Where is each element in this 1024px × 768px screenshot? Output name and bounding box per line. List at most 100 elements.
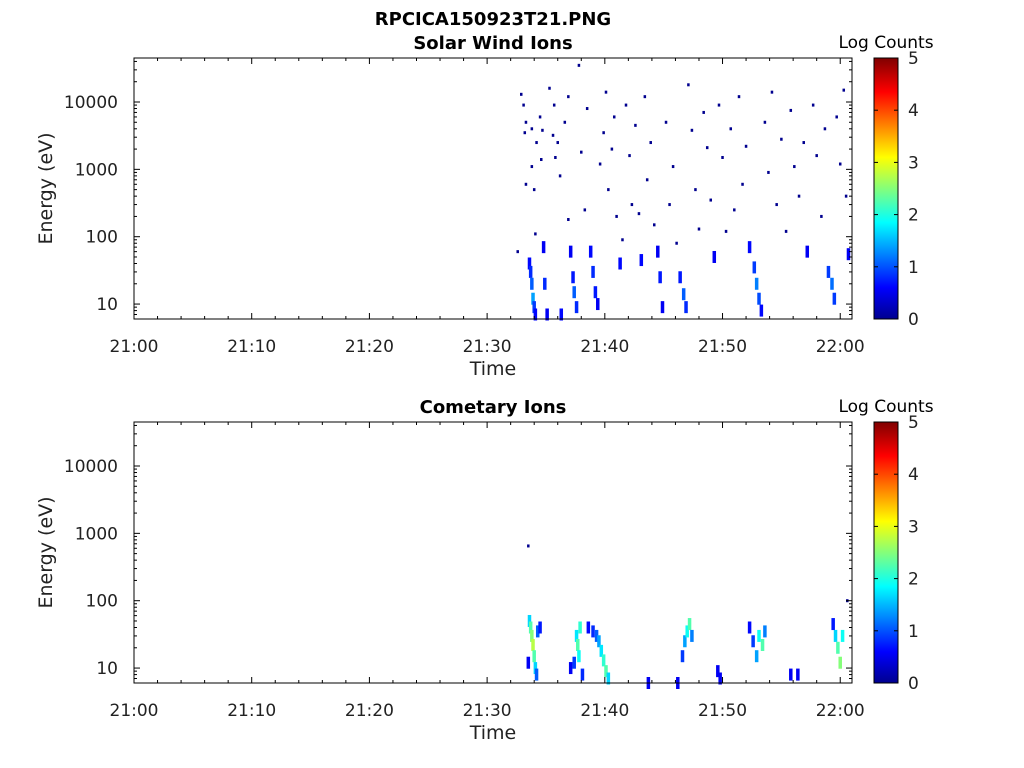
panel1-x-axis-label: Time: [469, 358, 517, 380]
panel1-data-cell: [607, 188, 610, 192]
panel2-data-cell: [683, 635, 687, 648]
panel1-data-cell: [757, 292, 761, 305]
panel1-data-cell: [797, 194, 801, 198]
panel2-data-cell: [577, 650, 581, 663]
panel1-data-cell: [733, 208, 736, 212]
panel1-data-cell: [811, 103, 815, 107]
panel1-data-cell: [580, 150, 583, 154]
panel1-data-cell: [637, 212, 641, 216]
panel1-data-cell: [759, 304, 764, 317]
panel2-axes-frame: [133, 421, 853, 684]
panel1-data-cell: [645, 178, 649, 182]
panel1-x-tick-label: 21:10: [227, 337, 276, 357]
panel1-colorbar-tick-label: 3: [908, 153, 919, 173]
panel2-data-cell: [604, 665, 608, 678]
panel2-data-cell: [531, 638, 535, 651]
panel1-data-cell: [588, 245, 593, 258]
panel1-data-cell: [530, 165, 534, 169]
panel1-data-cell: [844, 194, 848, 198]
panel2-x-tick-label: 21:10: [227, 701, 276, 721]
panel1-y-axis-label: Energy (eV): [35, 132, 57, 244]
panel2-x-tick-label: 22:00: [816, 701, 865, 721]
panel1-data-cell: [712, 250, 717, 263]
panel2-data-cell: [747, 621, 752, 634]
panel2-data-cell: [840, 629, 845, 642]
panel2-data-cell: [568, 662, 573, 675]
panel1-data-cell: [532, 301, 536, 314]
panel2-data-cell: [680, 650, 685, 663]
panel2-y-axis-label: Energy (eV): [35, 496, 57, 608]
panel2-data-cell: [751, 635, 755, 648]
panel2-x-tick-label: 21:20: [345, 701, 394, 721]
panel1-data-cell: [823, 127, 827, 131]
panel1-data-cell: [724, 229, 728, 233]
panel1-data-cell: [612, 115, 616, 119]
panel1-axes-frame: [133, 57, 853, 320]
panel1-data-cell: [709, 198, 713, 202]
panel2-data-cell: [591, 625, 595, 638]
panel1-data-cell: [577, 63, 581, 67]
panel1-data-cell: [789, 108, 793, 112]
panel2-data-cell: [526, 656, 531, 669]
panel1-data-cell: [793, 165, 796, 169]
panel1-data-cell: [658, 271, 662, 284]
panel1-data-cell: [752, 261, 757, 274]
panel1-data-cell: [630, 203, 634, 207]
panel1-data-cell: [653, 223, 656, 227]
panel2-data-cell: [574, 629, 579, 642]
panel1-x-tick-label: 21:00: [110, 337, 159, 357]
panel1-data-cell: [615, 214, 618, 218]
panel1-data-cell: [568, 245, 573, 258]
panel1-data-cell: [567, 218, 570, 222]
panel2-colorbar-tick-label: 0: [908, 674, 919, 694]
panel1-data-cell: [694, 188, 697, 192]
panel1-data-cell: [744, 144, 748, 148]
panel2-data-cell: [601, 654, 606, 667]
panel1-data-cell: [678, 271, 682, 284]
panel2-data-cell: [606, 672, 611, 685]
panel1-data-cell: [535, 141, 538, 145]
panel1-data-cell: [598, 162, 602, 166]
panel1-colorbar: [873, 57, 899, 320]
panel2-colorbar-tick-label: 4: [908, 465, 919, 485]
panel1-data-cell: [842, 88, 846, 92]
panel1-data-cell: [543, 277, 547, 290]
panel1-data-cell: [516, 250, 519, 254]
panel1-data-cell: [628, 154, 631, 158]
figure-title: RPCICA150923T21.PNG: [375, 9, 611, 30]
panel1-colorbar-tick-label: 1: [908, 258, 919, 278]
panel1-data-cell: [830, 277, 834, 290]
panel1-data-cell: [770, 90, 774, 94]
panel1-x-tick-label: 21:50: [698, 337, 747, 357]
panel1-data-cell: [604, 90, 608, 94]
panel1-data-cell: [541, 241, 546, 254]
panel1-data-cell: [572, 286, 576, 299]
panel1-data-cell: [805, 245, 810, 258]
panel1-x-tick-label: 22:00: [816, 337, 865, 357]
panel1-data-cell: [591, 265, 595, 278]
panel1-data-cell: [705, 146, 709, 150]
panel2-data-cell: [757, 629, 761, 642]
panel1-data-cell: [548, 86, 551, 90]
panel1-data-cell: [690, 128, 694, 132]
panel1-data-cell: [802, 141, 805, 145]
panel1-data-cell: [763, 120, 767, 124]
panel1-data-cell: [826, 265, 831, 278]
panel1-data-cell: [523, 131, 527, 135]
panel2-data-cell: [754, 650, 759, 663]
panel2-data-cell: [594, 629, 599, 642]
panel2-data-cell: [716, 665, 720, 678]
panel2-data-cell: [527, 544, 530, 548]
panel1-data-cell: [528, 265, 533, 278]
panel1-colorbar-tick-label: 4: [908, 101, 919, 121]
panel2-colorbar-tick-label: 3: [908, 517, 919, 537]
panel2-title: Cometary Ions: [420, 397, 567, 418]
panel2-data-cell: [527, 614, 532, 627]
panel1-data-cell: [559, 308, 564, 321]
panel1-y-tick-label: 10000: [64, 93, 118, 113]
panel1-x-tick-label: 21:30: [463, 337, 512, 357]
panel1-data-cell: [717, 103, 721, 107]
panel1-data-cell: [729, 127, 733, 131]
panel1-data-cell: [524, 182, 528, 186]
